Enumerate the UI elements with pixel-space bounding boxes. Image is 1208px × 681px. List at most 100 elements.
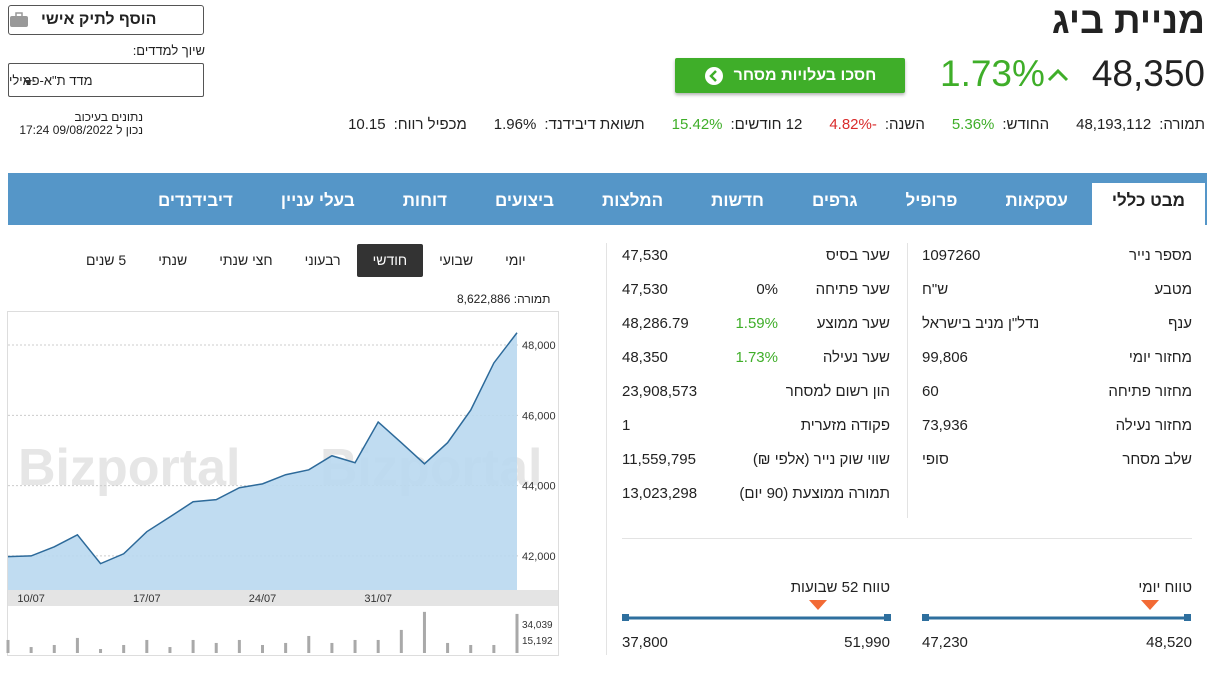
stat-item: תמורה: 48,193,112 [1076,116,1205,133]
tab[interactable]: גרפים [811,191,858,210]
stat-item: תשואת דיבידנד: 1.96% [494,116,645,133]
volume-bar [237,639,241,653]
tab[interactable]: מבט כללי [1091,183,1205,225]
detail-value: ש"ח [922,281,949,298]
y-tick-label: 44,000 [522,481,556,493]
date-strip [8,590,558,606]
range-high: 48,520 [1146,634,1192,651]
detail-value: 47,530 [622,247,668,264]
volume-bar [330,642,334,653]
watermark: Bizportal [18,439,240,497]
period-tab[interactable]: 5 שנים [86,252,127,268]
volume-bar [261,644,264,653]
detail-label: שער פתיחה [815,281,890,298]
range-bars [622,600,1191,621]
detail-change: 1.73% [735,349,778,366]
briefcase-icon [10,12,28,27]
detail-value: 1 [622,417,631,434]
detail-label: תמורה ממוצעת (90 יום) [739,485,890,502]
turnover-value: 8,622,886 [457,292,511,306]
stats-row: תמורה: 48,193,112 החודש: 5.36% השנה: -4.82% 12… [348,116,1205,133]
range-label: טווח 52 שבועות [790,579,890,596]
stat-item: החודש: 5.36% [952,116,1049,133]
separator [606,243,607,655]
stat-value: -4.82% [829,116,877,133]
volume-bar [214,642,218,653]
detail-label: הון רשום למסחר [785,383,890,400]
stat-value: 48,193,112 [1076,116,1152,133]
detail-label: שלב מסחר [1122,451,1192,468]
volume-bar [376,639,380,653]
stat-item: 12 חודשים: 15.42% [672,116,803,133]
detail-value: סופי [922,451,949,468]
up-arrow [1047,68,1069,82]
volume-tick-label: 15,192 [522,636,553,647]
select-value: מדד ת"א-פמילי [9,72,93,88]
arrow-icon [704,66,723,85]
detail-label: מטבע [1154,281,1193,298]
period-tabs: יומי שבועי חודשי רבעוני חצי שנתי שנתי 5 שנים [70,244,542,277]
volume-bar [191,639,195,653]
volume-bar [284,642,288,653]
tab[interactable]: ביצועים [495,191,555,210]
stat-value: 5.36% [951,116,995,133]
tab[interactable]: דיבידנדים [158,191,233,210]
tab[interactable]: דוחות [402,191,447,210]
range-low: 47,230 [922,634,968,651]
stat-value: 10.15 [348,116,386,133]
volume-bar [145,639,149,653]
volume-bar [307,635,311,653]
volume-bar [75,637,79,653]
timestamp: נכון ל 09/08/2022 17:24 [19,123,143,137]
period-tab[interactable]: שנתי [158,252,188,268]
chart-turnover: תמורה: 8,622,886 [457,292,550,306]
period-tab[interactable]: שבועי [439,252,474,268]
tab[interactable]: עסקאות [1005,191,1068,210]
stat-item: השנה: -4.82% [829,116,925,133]
detail-value: 23,908,573 [622,383,698,400]
tab[interactable]: פרופיל [905,191,958,210]
tab-bar [8,173,1207,225]
x-tick-label: 31/07 [364,593,392,605]
line [7,332,518,565]
detail-value: 73,936 [922,417,968,434]
tab[interactable]: חדשות [711,191,764,210]
x-tick-label: 17/07 [133,593,161,605]
price: 48,350 [1091,53,1205,94]
volume-bar [515,613,519,653]
range-high: 51,990 [844,634,890,651]
detail-label: שער נעילה [822,349,890,366]
button-label: חסכו בעלויות מסחר [733,66,877,84]
period-tab[interactable]: יומי [505,252,526,268]
detail-change: 1.59% [735,315,778,332]
volume-bar [6,639,10,653]
period-tab[interactable]: רבעוני [304,252,341,268]
detail-label: ענף [1168,315,1192,332]
x-tick-label: 10/07 [17,593,45,605]
detail-value: 1097260 [922,247,981,264]
stock-title: מניית ביג [1051,0,1205,41]
add-portfolio-button[interactable]: הוסף לתיק אישי [8,5,204,35]
stat-value: 1.96% [493,116,537,133]
index-select[interactable]: מדד ת"א-פמילי [8,63,204,97]
stat-value: 15.42% [671,116,723,133]
area [8,332,517,590]
period-tab[interactable]: חצי שנתי [219,252,273,268]
stat-label: החודש: [1002,116,1050,133]
volume-bar [469,644,473,653]
volume-bar [353,639,357,653]
trade-button[interactable]: חסכו בעלויות מסחר [675,58,905,93]
stat-item: מכפיל רווח: 10.15 [348,116,467,133]
volume-bar [446,642,450,653]
y-tick-label: 46,000 [522,410,556,422]
tab[interactable]: בעלי עניין [280,191,355,210]
volume-bar [492,644,496,653]
tab[interactable]: המלצות [602,191,664,210]
price-change: 1.73% [940,53,1045,94]
separator [622,538,1192,539]
detail-value: נדל"ן מניב בישראל [922,315,1040,332]
period-tab[interactable]: חודשי [356,244,424,277]
volume-bar [168,647,172,653]
detail-value: 47,530 [622,281,668,298]
